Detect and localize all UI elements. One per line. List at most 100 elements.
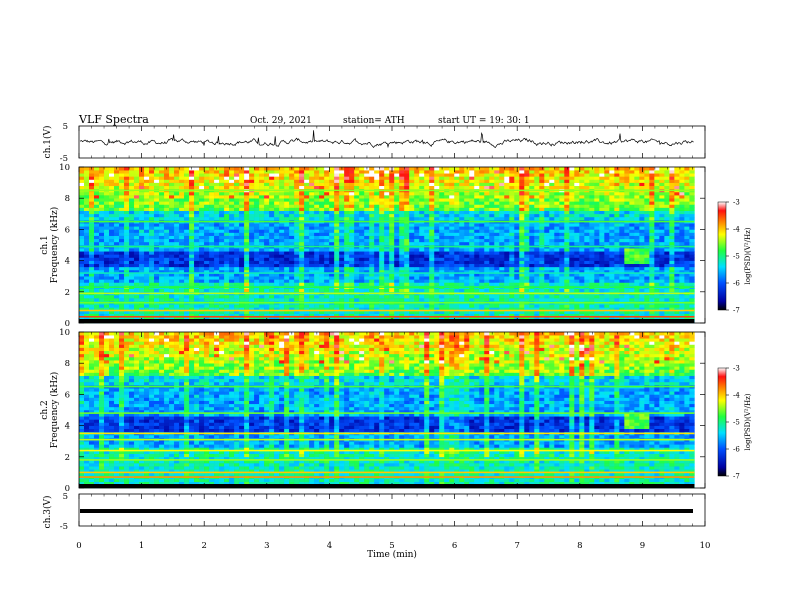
ch1-spectrogram-cell — [639, 273, 645, 277]
ch1-spectrogram-cell — [464, 316, 470, 321]
ch1-spectrogram-cell — [534, 232, 540, 236]
ch1-spectrogram-cell — [379, 266, 385, 271]
ch1-spectrogram-cell — [154, 251, 160, 255]
ch1-spectrogram-cell — [259, 201, 265, 205]
ch1-spectrogram-cell — [664, 260, 670, 265]
ch1-spectrogram-cell — [444, 235, 450, 240]
ch1-spectrogram-cell — [349, 201, 355, 205]
ch1-spectrogram-cell — [179, 229, 185, 233]
ch1-spectrogram-cell — [484, 282, 490, 286]
ch1-spectrogram-cell — [434, 316, 440, 321]
ch1-spectrogram-cell — [334, 232, 340, 236]
ch1-spectrogram-cell — [194, 269, 200, 274]
ch1-spectrogram-cell — [574, 226, 580, 230]
ch1-spectrogram-cell — [194, 316, 200, 321]
ch1-spectrogram-cell — [409, 273, 415, 277]
ch1-spectrogram-cell — [339, 263, 345, 268]
ch1-spectrogram-cell — [449, 276, 455, 280]
ch1-spectrogram-cell — [619, 257, 625, 261]
ch1-spectrogram-cell — [344, 313, 350, 318]
ch1-spectrogram-cell — [274, 210, 280, 215]
ch1-spectrogram-cell — [84, 198, 90, 202]
ch1-spectrogram-cell — [444, 226, 450, 230]
ch1-spectrogram-cell — [284, 251, 290, 255]
ch1-spectrogram-cell — [544, 232, 550, 236]
ch1-spectrogram-cell — [329, 279, 335, 283]
ch1-spectrogram-cell — [489, 207, 495, 211]
ch1-spectrogram-cell — [169, 241, 175, 246]
ch1-spectrogram-cell — [304, 307, 310, 311]
ch1-spectrogram-cell — [654, 257, 660, 261]
ch1-spectrogram-cell — [429, 207, 435, 211]
ch1-spectrogram-cell — [559, 251, 565, 255]
ch1-spectrogram-cell — [269, 273, 275, 277]
ch1-spectrogram-cell — [374, 257, 380, 261]
ch1-spectrogram-cell — [364, 251, 370, 255]
ch1-spectrogram-cell — [94, 201, 100, 205]
ch1-spectrogram-cell — [394, 282, 400, 286]
ch1-spectrogram-cell — [254, 310, 260, 314]
ch1-spectrogram-cell — [514, 263, 520, 268]
ch1-spectrogram-cell — [114, 201, 120, 205]
ch1-spectrogram-cell — [529, 223, 535, 227]
ch1-spectrogram-cell — [339, 313, 345, 318]
ch1-spectrogram-cell — [309, 248, 315, 252]
ch1-spectrogram-cell — [649, 241, 655, 246]
ch1-spectrogram-cell — [344, 201, 350, 205]
ch1-spectrogram-cell — [484, 313, 490, 318]
ch1-spectrogram-cell — [334, 276, 340, 280]
ch1-spectrogram-cell — [239, 229, 245, 233]
ch1-spectrogram-cell — [444, 276, 450, 280]
ch1-spectrogram-cell — [294, 269, 300, 274]
ch1-spectrogram-cell — [404, 223, 410, 227]
ch1-spectrogram-cell — [444, 201, 450, 205]
ch1-spectrogram-cell — [609, 276, 615, 280]
ch1-spectrogram-cell — [379, 263, 385, 268]
ch1-spectrogram-cell — [444, 310, 450, 314]
ch1-spectrogram-cell — [579, 241, 585, 246]
ch1-spectrogram-cell — [279, 226, 285, 230]
ch1-spectrogram-cell — [214, 226, 220, 230]
ch1-spectrogram-cell — [294, 229, 300, 233]
ch1-spectrogram-cell — [234, 288, 240, 293]
ch1-spectrogram-cell — [144, 204, 150, 208]
ch1-spectrogram-cell — [599, 238, 605, 243]
ch1-spectrogram-cell — [99, 201, 105, 205]
ch1-spectrogram-cell — [554, 226, 560, 230]
ch1-spectrogram-cell — [604, 226, 610, 230]
ch1-spectrogram-cell — [594, 241, 600, 246]
ch1-spectrogram-cell — [664, 241, 670, 246]
ch1-spectrogram-cell — [289, 232, 295, 236]
ch1-spectrogram-cell — [424, 229, 430, 233]
ch1-spectrogram-cell — [414, 260, 420, 265]
ch1-spectrogram-cell — [489, 266, 495, 271]
ch1-spectrogram-cell — [229, 288, 235, 293]
ch1-spectrogram-cell — [464, 269, 470, 274]
ch1-spectrogram-cell — [669, 298, 675, 302]
ch1-spectrogram-cell — [594, 210, 600, 215]
ch1-spectrogram-cell — [579, 310, 585, 314]
ch1-spectrogram-cell — [169, 198, 175, 202]
ch1-spectrogram-cell — [604, 273, 610, 277]
ch1-spectrogram-cell — [374, 316, 380, 321]
ch1-spectrogram-cell — [329, 288, 335, 293]
ch1-spectrogram-cell — [194, 235, 200, 240]
ch1-spectrogram-cell — [114, 266, 120, 271]
ch1-spectrogram-cell — [444, 307, 450, 311]
ch1-spectrogram-cell — [554, 248, 560, 252]
ch1-spectrogram-cell — [179, 269, 185, 274]
ch1-spectrogram-cell — [419, 241, 425, 246]
ch1-spectrogram-cell — [439, 257, 445, 261]
ch1-spectrogram-cell — [689, 223, 695, 227]
ch1-spectrogram-cell — [234, 207, 240, 211]
ch1-spectrogram-cell — [384, 238, 390, 243]
ch1-spectrogram-cell — [399, 263, 405, 268]
ch1-spectrogram-cell — [144, 213, 150, 218]
ch1-spectrogram-cell — [339, 294, 345, 299]
ch1-spectrogram-cell — [419, 260, 425, 265]
ch1-spectrogram-cell — [639, 266, 645, 271]
ch1-spectrogram-cell — [524, 229, 530, 233]
ch1-spectrogram-cell — [104, 279, 110, 283]
ch1-spectrogram-cell — [279, 307, 285, 311]
ch1-spectrogram-cell — [659, 276, 665, 280]
